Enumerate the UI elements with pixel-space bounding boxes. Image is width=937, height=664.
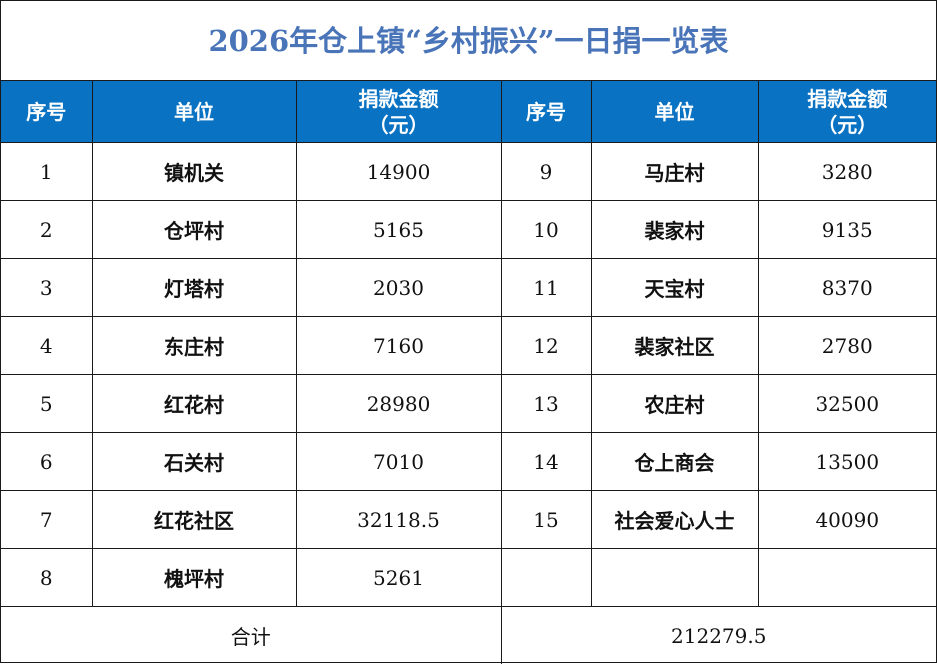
unit-cell: 裴家村	[591, 201, 758, 259]
header-unit-right: 单位	[591, 81, 758, 143]
unit-cell: 农庄村	[591, 375, 758, 433]
seq-cell: 2	[1, 201, 92, 259]
unit-cell: 社会爱心人士	[591, 491, 758, 549]
unit-cell: 裴家社区	[591, 317, 758, 375]
seq-cell: 3	[1, 259, 92, 317]
table-row: 5 红花村 28980 13 农庄村 32500	[1, 375, 936, 433]
seq-cell: 9	[501, 143, 591, 201]
header-amount-right: 捐款金额 （元）	[758, 81, 936, 143]
header-amount-line2: （元）	[297, 112, 501, 138]
unit-cell: 红花社区	[92, 491, 296, 549]
header-amount-right-line2: （元）	[759, 112, 937, 138]
seq-cell: 6	[1, 433, 92, 491]
seq-cell: 7	[1, 491, 92, 549]
seq-cell: 11	[501, 259, 591, 317]
seq-cell: 13	[501, 375, 591, 433]
header-amount-right-line1: 捐款金额	[759, 86, 937, 112]
amount-cell: 8370	[758, 259, 936, 317]
table-row: 2 仓坪村 5165 10 裴家村 9135	[1, 201, 936, 259]
seq-cell: 8	[1, 549, 92, 607]
amount-cell: 3280	[758, 143, 936, 201]
amount-cell	[758, 549, 936, 607]
seq-cell: 12	[501, 317, 591, 375]
unit-cell	[591, 549, 758, 607]
total-label: 合计	[1, 607, 501, 664]
amount-cell: 32500	[758, 375, 936, 433]
seq-cell: 5	[1, 375, 92, 433]
table-row: 4 东庄村 7160 12 裴家社区 2780	[1, 317, 936, 375]
table-row: 1 镇机关 14900 9 马庄村 3280	[1, 143, 936, 201]
amount-cell: 13500	[758, 433, 936, 491]
header-amount-line1: 捐款金额	[297, 86, 501, 112]
page-title: 2026年仓上镇“乡村振兴”一日捐一览表	[1, 1, 936, 81]
seq-cell: 14	[501, 433, 591, 491]
table-row: 8 槐坪村 5261	[1, 549, 936, 607]
amount-cell: 5165	[296, 201, 501, 259]
amount-cell: 14900	[296, 143, 501, 201]
unit-cell: 镇机关	[92, 143, 296, 201]
amount-cell: 7010	[296, 433, 501, 491]
table-row: 6 石关村 7010 14 仓上商会 13500	[1, 433, 936, 491]
amount-cell: 40090	[758, 491, 936, 549]
header-seq: 序号	[1, 81, 92, 143]
total-row: 合计 212279.5	[1, 607, 936, 664]
seq-cell: 1	[1, 143, 92, 201]
unit-cell: 东庄村	[92, 317, 296, 375]
amount-cell: 32118.5	[296, 491, 501, 549]
seq-cell: 4	[1, 317, 92, 375]
unit-cell: 灯塔村	[92, 259, 296, 317]
header-amount: 捐款金额 （元）	[296, 81, 501, 143]
seq-cell: 10	[501, 201, 591, 259]
amount-cell: 5261	[296, 549, 501, 607]
table-row: 3 灯塔村 2030 11 天宝村 8370	[1, 259, 936, 317]
table-row: 7 红花社区 32118.5 15 社会爱心人士 40090	[1, 491, 936, 549]
unit-cell: 石关村	[92, 433, 296, 491]
header-seq-right: 序号	[501, 81, 591, 143]
header-unit: 单位	[92, 81, 296, 143]
unit-cell: 红花村	[92, 375, 296, 433]
unit-cell: 仓坪村	[92, 201, 296, 259]
donation-table: 序号 单位 捐款金额 （元） 序号 单位 捐款金额 （元） 1 镇机关 1490…	[1, 81, 936, 664]
amount-cell: 2030	[296, 259, 501, 317]
amount-cell: 28980	[296, 375, 501, 433]
unit-cell: 仓上商会	[591, 433, 758, 491]
seq-cell: 15	[501, 491, 591, 549]
seq-cell	[501, 549, 591, 607]
unit-cell: 马庄村	[591, 143, 758, 201]
amount-cell: 7160	[296, 317, 501, 375]
unit-cell: 槐坪村	[92, 549, 296, 607]
header-row: 序号 单位 捐款金额 （元） 序号 单位 捐款金额 （元）	[1, 81, 936, 143]
amount-cell: 2780	[758, 317, 936, 375]
amount-cell: 9135	[758, 201, 936, 259]
unit-cell: 天宝村	[591, 259, 758, 317]
total-value: 212279.5	[501, 607, 936, 664]
